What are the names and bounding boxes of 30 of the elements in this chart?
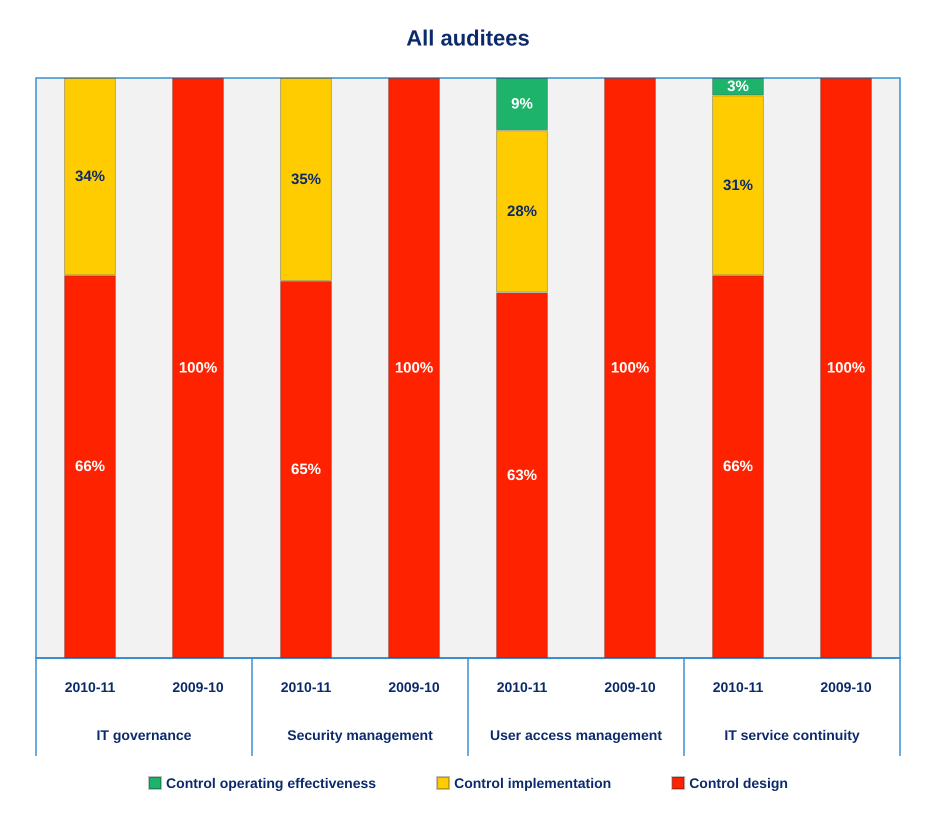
chart-title: All auditees: [406, 26, 530, 50]
data-label: 31%: [722, 176, 754, 194]
data-label: 100%: [826, 360, 866, 376]
data-label: 28%: [506, 202, 538, 220]
data-label: 3%: [727, 78, 749, 96]
legend-label: Control design: [689, 775, 788, 791]
data-label: 34%: [74, 168, 106, 186]
x-tick-label: 2010-11: [64, 679, 116, 695]
x-tick-label: 2010-11: [712, 679, 764, 695]
data-label: 66%: [74, 458, 106, 476]
data-label: 66%: [722, 458, 754, 476]
data-label: 63%: [506, 466, 538, 484]
x-tick-label: 2009-10: [604, 679, 656, 695]
x-tick-label: 2010-11: [280, 679, 332, 695]
data-label: 100%: [394, 360, 434, 376]
data-label: 35%: [290, 171, 322, 188]
x-tick-label: 2009-10: [172, 679, 224, 695]
x-tick-label: 2010-11: [496, 679, 548, 695]
x-tick-label: 2009-10: [388, 679, 440, 695]
text: Security management: [287, 727, 434, 743]
text: User access management: [490, 727, 662, 743]
x-tick-label: 2009-10: [820, 679, 872, 695]
legend-label: Control implementation: [454, 775, 612, 791]
text: IT service continuity: [724, 727, 860, 743]
data-label: 100%: [178, 360, 218, 376]
text: IT governance: [96, 727, 192, 743]
legend-label: Control operating effectiveness: [166, 775, 376, 791]
data-label: 65%: [290, 461, 322, 478]
data-label: 9%: [511, 96, 533, 113]
data-label: 100%: [610, 360, 650, 376]
